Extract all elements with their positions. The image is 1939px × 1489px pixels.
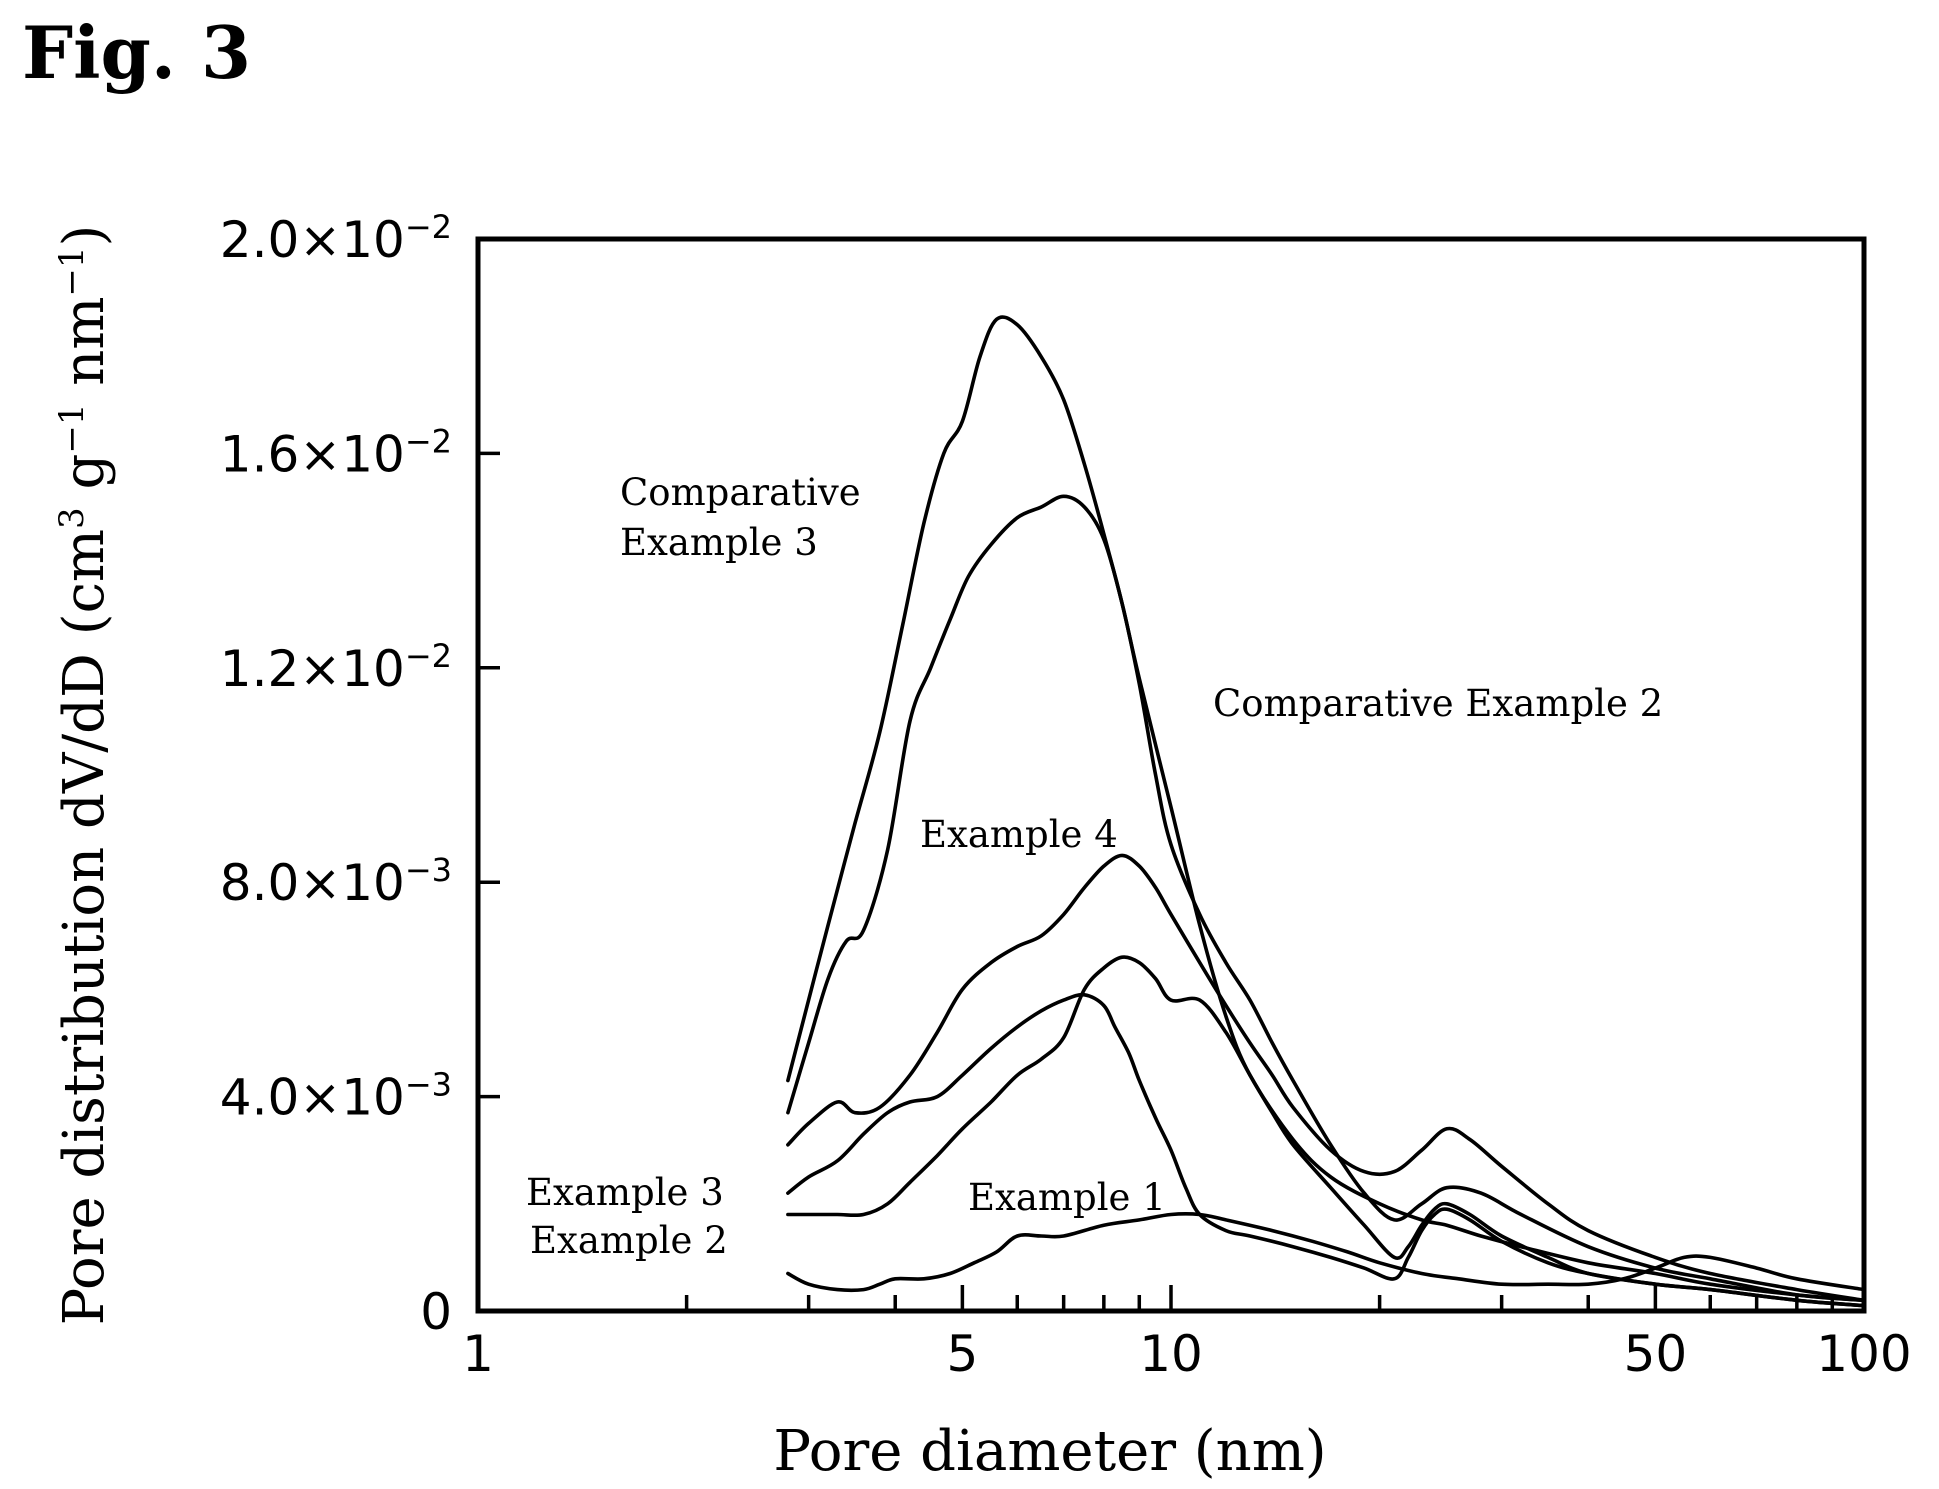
y-tick-label-mantissa: 1.2×10 xyxy=(220,640,405,698)
y-tick-label-exponent: −3 xyxy=(405,1066,452,1104)
y-tick-label-exponent: −2 xyxy=(405,637,452,675)
series-label-comparative-example-3-line2: Example 3 xyxy=(620,521,818,564)
series-label-comparative-example-3-line1: Comparative xyxy=(620,471,861,514)
y-tick-label-0: 0 xyxy=(420,1283,452,1341)
series-line-comparative-example-3 xyxy=(788,317,1864,1300)
y-tick-label-1: 4.0×10−3 xyxy=(220,1066,452,1127)
series-line-example-3 xyxy=(788,995,1864,1306)
figure-label: Fig. 3 xyxy=(22,10,251,95)
y-axis-title-sup3: −1 xyxy=(52,246,92,296)
x-tick-label-50: 50 xyxy=(1624,1325,1688,1383)
series-label-example-4: Example 4 xyxy=(920,813,1118,856)
y-tick-label-mantissa: 8.0×10 xyxy=(220,854,405,912)
y-axis-title-main: Pore distribution dV/dD (cm xyxy=(52,529,117,1325)
y-tick-label-mantissa: 1.6×10 xyxy=(220,425,405,483)
curves-layer xyxy=(788,317,1864,1306)
y-axis-title-end: ) xyxy=(52,225,117,247)
series-label-example-2: Example 2 xyxy=(530,1219,728,1262)
x-axis-title: Pore diameter (nm) xyxy=(773,1419,1326,1484)
y-tick-label-exponent: −2 xyxy=(405,208,452,246)
y-axis-title-mid1: g xyxy=(52,454,117,508)
series-label-comparative-example-2: Comparative Example 2 xyxy=(1213,682,1663,725)
y-tick-label-mantissa: 4.0×10 xyxy=(220,1069,405,1127)
series-line-comparative-example-2 xyxy=(788,496,1864,1300)
y-tick-label-mantissa: 2.0×10 xyxy=(220,211,405,269)
x-tick-label-10: 10 xyxy=(1139,1325,1203,1383)
series-label-example-3: Example 3 xyxy=(526,1171,724,1214)
series-label-example-1: Example 1 xyxy=(968,1176,1166,1219)
y-tick-label-3: 1.2×10−2 xyxy=(220,637,452,698)
y-axis-title-mid2: nm xyxy=(52,297,117,404)
y-axis-title: Pore distribution dV/dD (cm3 g−1 nm−1) xyxy=(52,225,117,1326)
y-axis-ticks xyxy=(478,453,500,1096)
y-tick-label-exponent: −2 xyxy=(405,422,452,460)
y-axis-tick-labels: 04.0×10−38.0×10−31.2×10−21.6×10−22.0×10−… xyxy=(220,208,452,1341)
y-tick-label-4: 1.6×10−2 xyxy=(220,422,452,483)
x-tick-label-5: 5 xyxy=(946,1325,978,1383)
y-axis-title-sup1: 3 xyxy=(52,507,92,529)
y-tick-label-2: 8.0×10−3 xyxy=(220,851,452,912)
x-tick-label-100: 100 xyxy=(1816,1325,1911,1383)
y-axis-title-sup2: −1 xyxy=(52,404,92,454)
x-axis-tick-labels: 1 5 10 50 100 xyxy=(462,1325,1912,1383)
x-tick-label-1: 1 xyxy=(462,1325,494,1383)
y-tick-label-exponent: −3 xyxy=(405,851,452,889)
series-line-example-4 xyxy=(788,855,1864,1300)
y-tick-label-5: 2.0×10−2 xyxy=(220,208,452,269)
